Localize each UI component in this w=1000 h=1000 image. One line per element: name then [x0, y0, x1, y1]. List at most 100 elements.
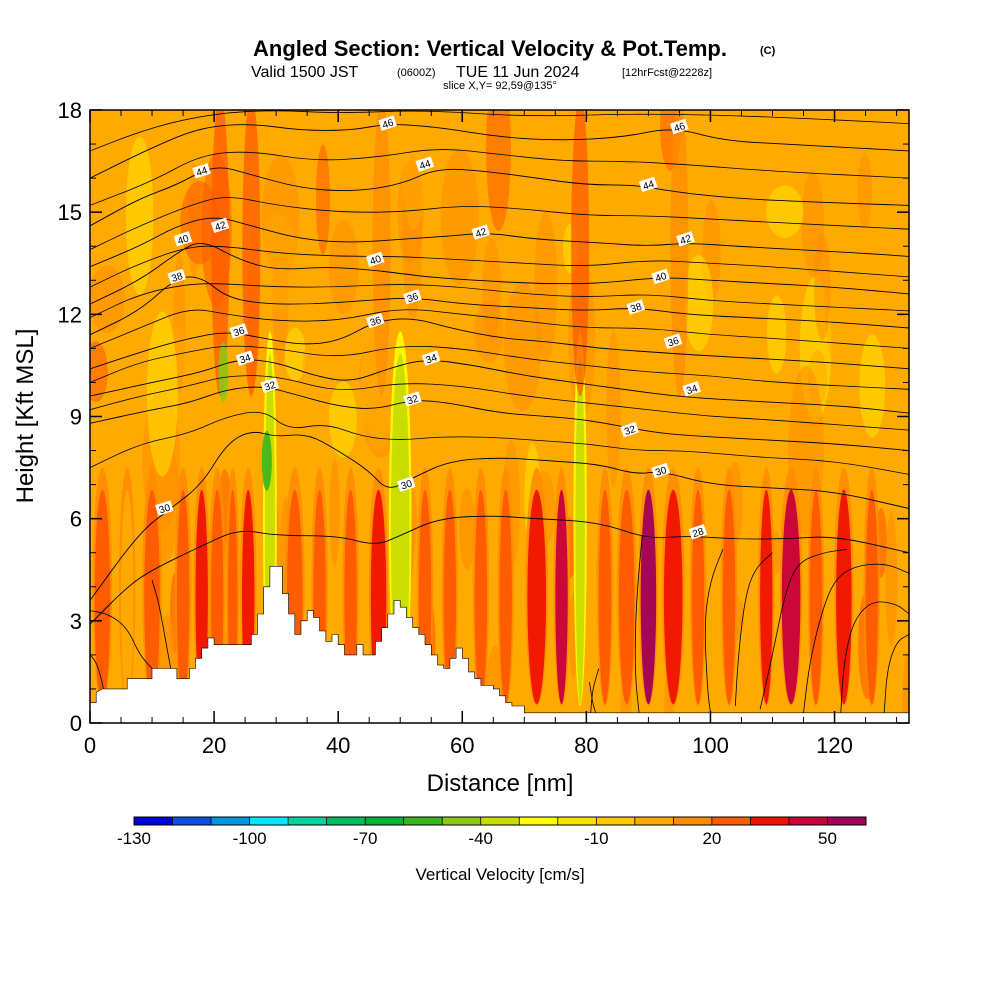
velocity-patch — [125, 136, 154, 295]
x-axis-ticks: 0 20 40 60 80 100 120 — [84, 110, 898, 758]
velocity-column — [121, 489, 134, 705]
velocity-patch — [902, 654, 909, 723]
velocity-patch — [459, 488, 476, 571]
velocity-patch — [835, 304, 860, 365]
x-tick-label: 60 — [450, 733, 474, 758]
velocity-contour-line — [734, 552, 773, 707]
valid-time-utc: (0600Z) — [397, 67, 436, 79]
colorbar-tick-label: -100 — [233, 829, 267, 848]
velocity-plume — [571, 110, 590, 397]
isentrope-label-44: 44 — [415, 156, 435, 172]
isentrope-label-34: 34 — [235, 350, 255, 367]
velocity-patch — [90, 265, 125, 333]
velocity-column — [575, 353, 585, 705]
x-tick-label: 100 — [692, 733, 729, 758]
velocity-contour-line — [840, 601, 909, 713]
isentrope-label-text: 42 — [679, 233, 693, 247]
isentrope-40 — [90, 243, 909, 305]
isentrope-label-36: 36 — [663, 333, 683, 350]
colorbar-label: Vertical Velocity [cm/s] — [415, 865, 584, 884]
velocity-patch — [329, 381, 357, 458]
velocity-patch — [857, 153, 872, 229]
colorbar-bin — [442, 817, 481, 825]
colorbar-tick-label: -40 — [468, 829, 493, 848]
colorbar-bin — [788, 817, 828, 825]
colorbar-tick-label: -130 — [117, 829, 151, 848]
colorbar-bin — [596, 817, 635, 825]
y-tick-label: 6 — [70, 507, 82, 532]
isentrope-label-40: 40 — [173, 231, 193, 247]
velocity-contour-line — [803, 563, 909, 713]
colorbar-bin — [750, 817, 789, 825]
x-tick-label: 0 — [84, 733, 96, 758]
isentrope-label-bg — [396, 476, 416, 492]
velocity-patch — [681, 388, 716, 542]
colorbar-tick-label: -10 — [584, 829, 609, 848]
colorbar-bin — [519, 817, 558, 825]
isentrope-label-bg — [669, 118, 689, 135]
velocity-column — [809, 489, 823, 705]
velocity-contour-line — [634, 535, 643, 713]
isentrope-label-bg — [620, 421, 639, 438]
colorbar-bin — [365, 817, 404, 825]
isentrope-label-text: 34 — [238, 352, 252, 366]
isentrope-label-bg — [421, 350, 441, 366]
isentrope-line — [90, 345, 909, 390]
velocity-plume — [670, 110, 689, 397]
isentrope-label-34: 34 — [421, 350, 441, 367]
isentrope-label-bg — [676, 231, 695, 247]
velocity-patch — [259, 214, 298, 310]
forecast-info: [12hrFcst@2228z] — [622, 67, 712, 79]
colorbar-bin — [172, 817, 211, 825]
colorbar-bin — [134, 817, 173, 825]
isentrope-line — [90, 283, 909, 319]
velocity-patch — [328, 219, 359, 315]
isentrope-label-46: 46 — [669, 118, 689, 135]
velocity-patch — [866, 110, 900, 204]
y-axis-label: Height [Kft MSL] — [12, 329, 39, 504]
isentrope-label-bg — [415, 156, 435, 172]
velocity-plume — [242, 110, 261, 397]
velocity-patch — [90, 341, 108, 402]
y-tick-label: 9 — [70, 405, 82, 430]
isentrope-30 — [90, 431, 909, 601]
colorbar-bin — [403, 817, 443, 825]
copyright-mark: (C) — [760, 45, 776, 57]
velocity-contour-line — [151, 579, 172, 669]
isentrope-label-bg — [378, 115, 397, 131]
isentrope-label-text: 34 — [425, 352, 439, 366]
isentrope-line — [90, 309, 909, 349]
velocity-plume — [211, 110, 230, 397]
y-tick-label: 0 — [70, 711, 82, 736]
isentrope-label-bg — [638, 176, 658, 193]
isentrope-label-38: 38 — [167, 268, 187, 285]
slice-info: slice X,Y= 92,59@135° — [443, 80, 557, 92]
isentrope-line — [90, 411, 909, 475]
isentrope-label-38: 38 — [626, 299, 646, 315]
isentrope-label-bg — [192, 163, 211, 179]
isentrope-label-44: 44 — [638, 176, 658, 193]
isentrope-44 — [90, 167, 909, 227]
isentrope-label-bg — [682, 381, 701, 397]
chart-title: Angled Section: Vertical Velocity & Pot.… — [253, 36, 727, 61]
velocity-column — [640, 489, 657, 705]
isentrope-label-bg — [365, 251, 385, 268]
velocity-column — [176, 489, 190, 705]
isentrope-label-40: 40 — [365, 251, 385, 268]
velocity-column — [865, 489, 878, 705]
velocity-patch — [329, 458, 340, 567]
isentrope-label-bg — [471, 224, 491, 240]
y-tick-label: 3 — [70, 609, 82, 634]
valid-date: TUE 11 Jun 2024 — [456, 64, 579, 81]
velocity-patch — [722, 196, 752, 263]
velocity-column — [474, 489, 488, 705]
velocity-column — [836, 489, 852, 705]
velocity-patch — [885, 214, 909, 285]
velocity-column — [598, 489, 612, 705]
velocity-column — [527, 489, 547, 705]
isentrope-label-text: 38 — [629, 301, 643, 315]
velocity-contour-line — [883, 634, 909, 713]
isentrope-36 — [90, 318, 909, 370]
isentrope-label-bg — [167, 268, 187, 285]
chart-header: Angled Section: Vertical Velocity & Pot.… — [251, 36, 776, 92]
